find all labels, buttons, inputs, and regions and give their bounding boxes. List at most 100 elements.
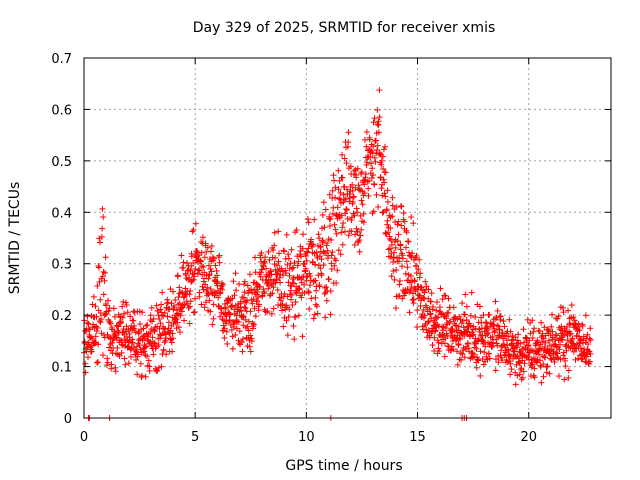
data-point <box>518 365 525 372</box>
data-point <box>559 304 566 311</box>
data-point <box>93 328 100 335</box>
data-point <box>94 359 101 366</box>
data-point <box>399 295 406 302</box>
data-point <box>123 302 130 309</box>
data-point <box>198 263 205 270</box>
data-point <box>166 305 173 312</box>
data-point <box>587 325 594 332</box>
data-point <box>192 220 199 227</box>
data-point <box>520 368 527 375</box>
data-point <box>455 342 462 349</box>
data-point <box>480 361 487 368</box>
data-point <box>492 367 499 374</box>
data-point <box>320 262 327 269</box>
data-point <box>376 114 383 121</box>
data-point <box>532 342 539 349</box>
data-point <box>471 339 478 346</box>
data-point <box>441 292 448 299</box>
data-point <box>282 270 289 277</box>
data-point <box>288 296 295 303</box>
data-point <box>368 175 375 182</box>
data-point <box>379 209 386 216</box>
data-point <box>407 273 414 280</box>
data-point <box>492 315 499 322</box>
data-point <box>514 344 521 351</box>
data-point <box>553 343 560 350</box>
data-point <box>194 270 201 277</box>
data-point <box>190 276 197 283</box>
data-point <box>242 305 249 312</box>
data-point <box>366 136 373 143</box>
data-point <box>369 165 376 172</box>
data-point <box>539 338 546 345</box>
data-point <box>553 332 560 339</box>
data-point <box>388 273 395 280</box>
x-axis-label: GPS time / hours <box>285 458 402 474</box>
data-point <box>95 341 102 348</box>
data-point <box>472 313 479 320</box>
data-point <box>92 303 99 310</box>
data-point <box>245 318 252 325</box>
data-point <box>319 237 326 244</box>
data-point <box>463 329 470 336</box>
data-point <box>106 344 113 351</box>
data-point <box>389 259 396 266</box>
data-point <box>186 303 193 310</box>
data-point <box>272 266 279 273</box>
data-point <box>113 334 120 341</box>
data-point <box>568 302 575 309</box>
data-point <box>232 331 239 338</box>
data-point <box>151 327 158 334</box>
data-point <box>374 142 381 149</box>
data-point <box>201 304 208 311</box>
data-point <box>276 274 283 281</box>
data-point <box>384 187 391 194</box>
data-point <box>552 331 559 338</box>
data-point <box>317 243 324 250</box>
data-point <box>555 313 562 320</box>
data-point <box>177 329 184 336</box>
data-point <box>161 339 168 346</box>
data-point <box>482 343 489 350</box>
data-point <box>157 306 164 313</box>
data-point <box>316 235 323 242</box>
data-point <box>292 313 299 320</box>
data-point <box>327 311 334 318</box>
data-point <box>565 307 572 314</box>
data-point <box>134 351 141 358</box>
data-point <box>85 320 92 327</box>
data-point <box>413 252 420 259</box>
data-point <box>201 254 208 261</box>
data-point <box>224 296 231 303</box>
data-point <box>231 292 238 299</box>
data-point <box>104 355 111 362</box>
data-point <box>486 350 493 357</box>
data-point <box>172 297 179 304</box>
data-point <box>398 203 405 210</box>
data-point <box>235 318 242 325</box>
data-point <box>394 221 401 228</box>
data-point <box>323 284 330 291</box>
data-point <box>435 339 442 346</box>
data-point <box>127 353 134 360</box>
data-point <box>381 143 388 150</box>
data-point <box>329 249 336 256</box>
data-point <box>461 354 468 361</box>
data-point <box>333 280 340 287</box>
data-point <box>439 296 446 303</box>
data-point <box>171 315 178 322</box>
data-point <box>493 314 500 321</box>
data-point <box>531 365 538 372</box>
data-point <box>396 281 403 288</box>
data-point <box>328 265 335 272</box>
data-point <box>371 115 378 122</box>
data-point <box>205 262 212 269</box>
data-point <box>442 340 449 347</box>
data-point <box>283 317 290 324</box>
data-point <box>318 270 325 277</box>
data-point <box>207 286 214 293</box>
data-point <box>277 279 284 286</box>
data-point <box>506 316 513 323</box>
data-point <box>103 362 110 369</box>
data-point <box>155 341 162 348</box>
